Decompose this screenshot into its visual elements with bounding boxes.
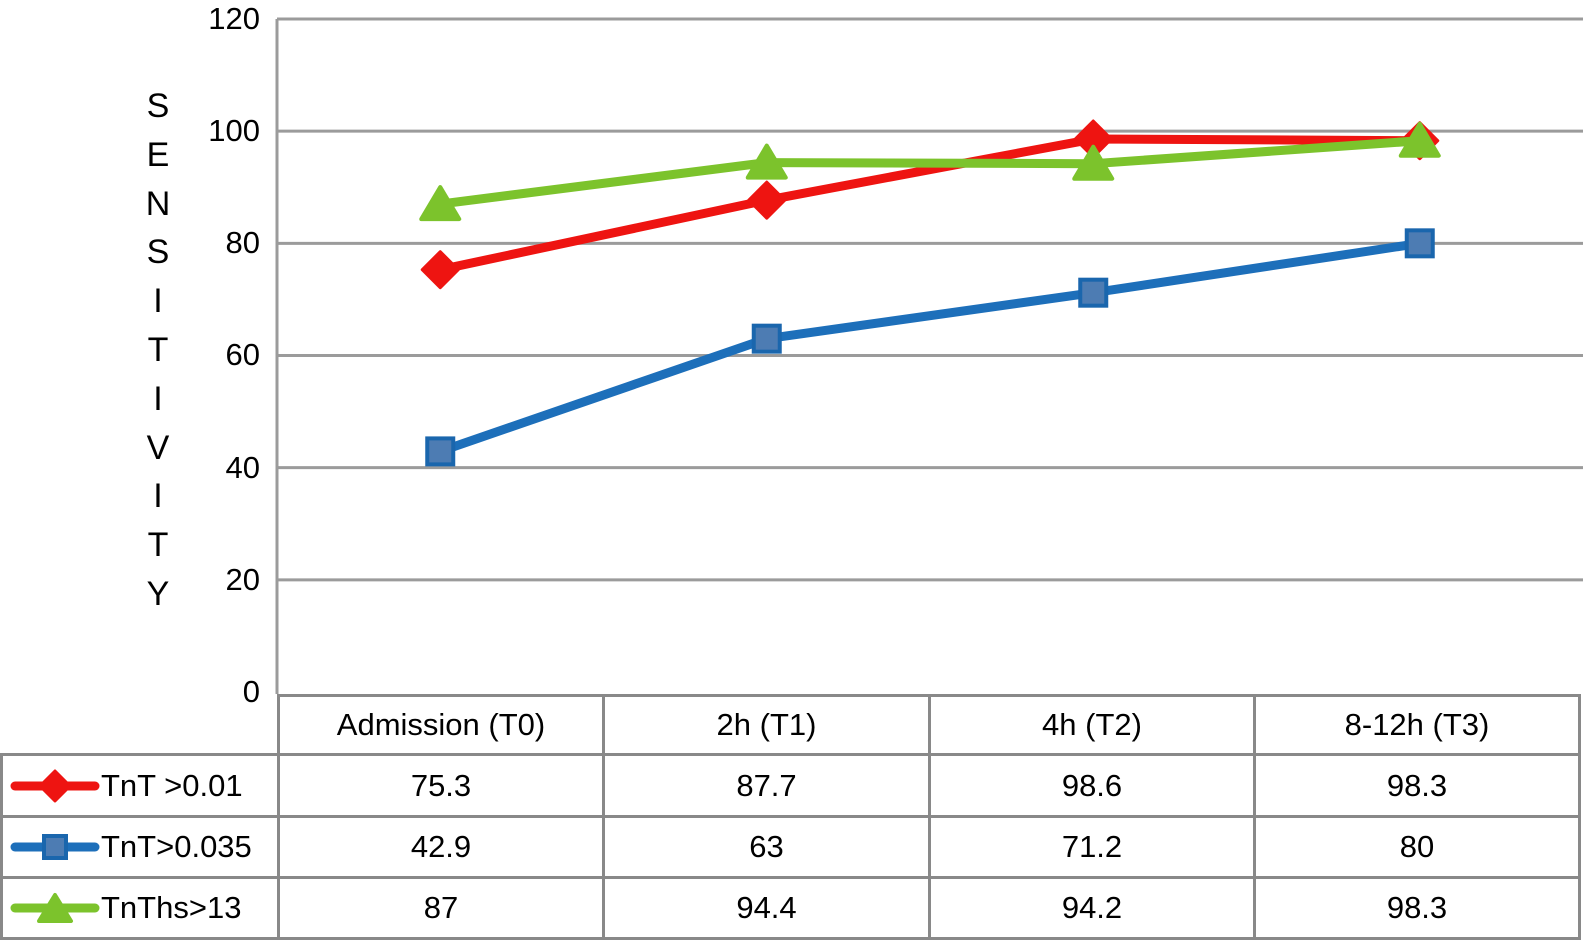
cell-value: 80 xyxy=(1253,815,1581,879)
column-header-t1: 2h (T1) xyxy=(602,694,931,756)
triangle-marker xyxy=(745,143,788,180)
diamond-marker xyxy=(747,180,787,220)
cell-value: 71.2 xyxy=(928,815,1256,879)
y-tick-20: 20 xyxy=(225,562,260,597)
y-tick-60: 60 xyxy=(225,337,260,372)
y-tick-100: 100 xyxy=(208,113,260,148)
legend-cell-tnt001: TnT >0.01 xyxy=(0,753,280,818)
line-chart-plot xyxy=(275,17,1583,694)
y-tick-0: 0 xyxy=(242,674,260,709)
legend-cell-tnt0035: TnT>0.035 xyxy=(0,815,280,879)
y-axis-title: SENSITIVITY xyxy=(145,87,171,613)
cell-value: 63 xyxy=(602,815,931,879)
cell-value: 94.4 xyxy=(602,876,931,940)
square-marker xyxy=(1078,277,1109,308)
cell-value: 87 xyxy=(277,876,605,940)
series-label: TnThs>13 xyxy=(101,890,242,925)
square-series-legend-icon xyxy=(10,834,100,860)
series-line-2 xyxy=(435,136,1425,209)
table-corner-blank xyxy=(2,696,279,755)
cell-value: 75.3 xyxy=(277,753,605,818)
diamond-series-legend-icon xyxy=(10,769,100,802)
square-marker xyxy=(751,323,782,354)
cell-value: 98.3 xyxy=(1253,753,1581,818)
legend-cell-tnths13: TnThs>13 xyxy=(0,876,280,940)
series-label: TnT>0.035 xyxy=(101,829,252,864)
series-line-0 xyxy=(435,134,1425,275)
series-line-1 xyxy=(435,238,1425,456)
diamond-marker xyxy=(420,250,460,290)
table-header-row: Admission (T0) 2h (T1) 4h (T2) 8-12h (T3… xyxy=(2,694,1581,756)
triangle-marker xyxy=(1072,144,1115,181)
cell-value: 87.7 xyxy=(602,753,931,818)
column-header-t2: 4h (T2) xyxy=(928,694,1256,756)
table-row: TnT >0.01 75.3 87.7 98.6 98.3 xyxy=(0,753,1581,818)
square-marker xyxy=(1404,228,1435,259)
table-row: TnT>0.035 42.9 63 71.2 80 xyxy=(0,815,1581,879)
series-label: TnT >0.01 xyxy=(101,767,243,803)
square-marker xyxy=(425,436,456,467)
cell-value: 94.2 xyxy=(928,876,1256,940)
cell-value: 98.6 xyxy=(928,753,1256,818)
cell-value: 98.3 xyxy=(1253,876,1581,940)
triangle-marker xyxy=(419,185,462,222)
y-tick-80: 80 xyxy=(225,225,260,260)
triangle-marker xyxy=(1398,121,1441,158)
column-header-t3: 8-12h (T3) xyxy=(1253,694,1581,756)
y-tick-120: 120 xyxy=(208,1,260,36)
triangle-series-legend-icon xyxy=(10,893,100,923)
table-row: TnThs>13 87 94.4 94.2 98.3 xyxy=(0,876,1581,940)
y-tick-40: 40 xyxy=(225,450,260,485)
cell-value: 42.9 xyxy=(277,815,605,879)
data-table: Admission (T0) 2h (T1) 4h (T2) 8-12h (T3… xyxy=(0,694,1581,940)
column-header-t0: Admission (T0) xyxy=(277,694,605,756)
